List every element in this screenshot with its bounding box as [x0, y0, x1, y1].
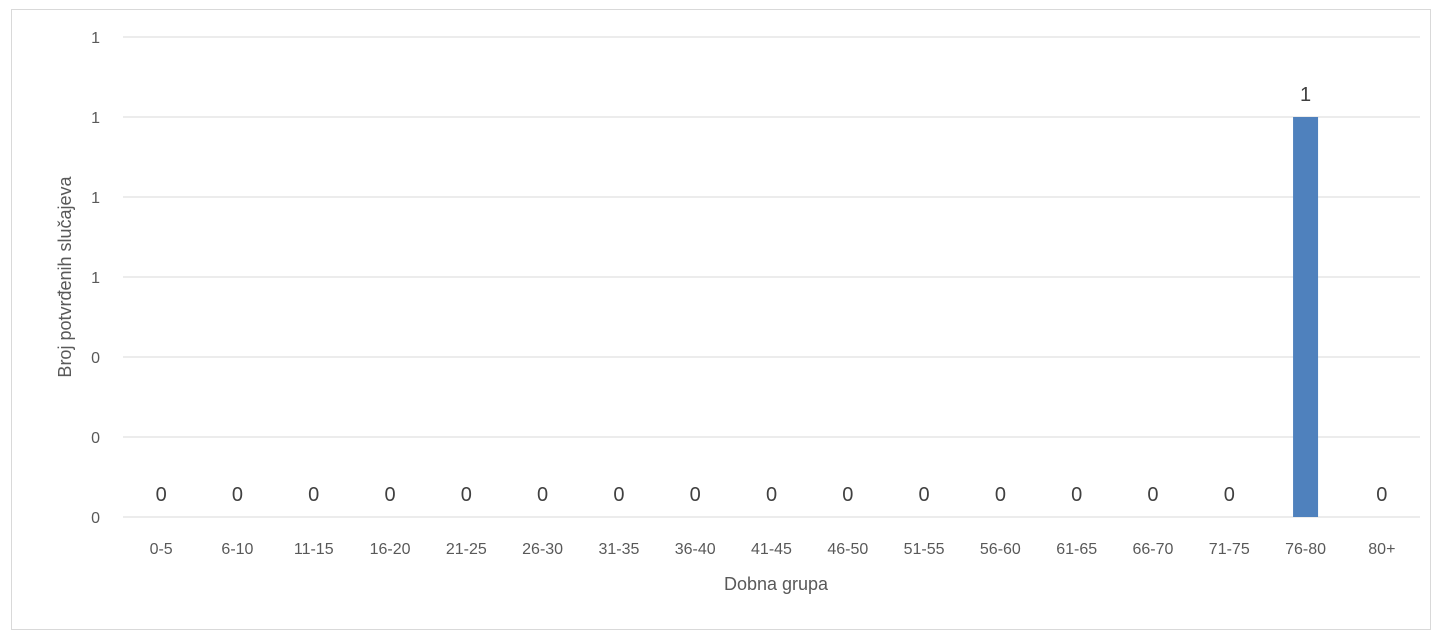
y-axis-title: Broj potvrđenih slučajeva: [55, 175, 75, 377]
data-label: 0: [384, 484, 395, 506]
x-tick-label: 36-40: [675, 541, 716, 558]
data-label: 0: [995, 484, 1006, 506]
bars: [1293, 117, 1319, 517]
x-tick-label: 46-50: [827, 541, 868, 558]
x-tick-label: 31-35: [598, 541, 639, 558]
y-tick-label: 1: [91, 30, 100, 47]
data-label: 0: [766, 484, 777, 506]
data-label: 0: [461, 484, 472, 506]
x-tick-label: 26-30: [522, 541, 563, 558]
x-tick-label: 76-80: [1285, 541, 1326, 558]
y-tick-labels: 0 0 0 1 1 1 1: [91, 30, 100, 527]
y-tick-label: 1: [91, 110, 100, 127]
x-tick-label: 21-25: [446, 541, 487, 558]
data-label: 0: [1376, 484, 1387, 506]
data-labels: 0 0 0 0 0 0 0 0 0 0 0 0 0 0 0 1 0: [156, 84, 1388, 506]
x-tick-label: 16-20: [370, 541, 411, 558]
data-label: 0: [232, 484, 243, 506]
data-label: 0: [308, 484, 319, 506]
x-tick-label: 66-70: [1133, 541, 1174, 558]
x-tick-label: 6-10: [221, 541, 253, 558]
y-tick-label: 0: [91, 430, 100, 447]
data-label: 0: [1147, 484, 1158, 506]
data-label: 0: [842, 484, 853, 506]
data-label: 0: [690, 484, 701, 506]
data-label: 0: [537, 484, 548, 506]
y-tick-label: 0: [91, 350, 100, 367]
x-axis-title: Dobna grupa: [724, 574, 829, 594]
x-tick-label: 80+: [1368, 541, 1395, 558]
data-label: 0: [919, 484, 930, 506]
x-tick-label: 56-60: [980, 541, 1021, 558]
data-label: 0: [613, 484, 624, 506]
x-tick-label: 51-55: [904, 541, 945, 558]
y-tick-label: 0: [91, 510, 100, 527]
data-label: 1: [1300, 84, 1311, 106]
y-tick-label: 1: [91, 270, 100, 287]
x-tick-label: 61-65: [1056, 541, 1097, 558]
data-label: 0: [1224, 484, 1235, 506]
data-label: 0: [156, 484, 167, 506]
y-tick-label: 1: [91, 190, 100, 207]
x-tick-labels: 0-5 6-10 11-15 16-20 21-25 26-30 31-35 36-40 41-…: [150, 541, 1396, 558]
x-tick-label: 11-15: [294, 541, 334, 558]
x-tick-label: 71-75: [1209, 541, 1250, 558]
gridlines: [123, 36, 1420, 518]
x-tick-label: 0-5: [150, 541, 173, 558]
data-label: 0: [1071, 484, 1082, 506]
x-tick-label: 41-45: [751, 541, 792, 558]
chart-frame: [11, 9, 1431, 630]
bar-76-80: [1293, 117, 1319, 517]
